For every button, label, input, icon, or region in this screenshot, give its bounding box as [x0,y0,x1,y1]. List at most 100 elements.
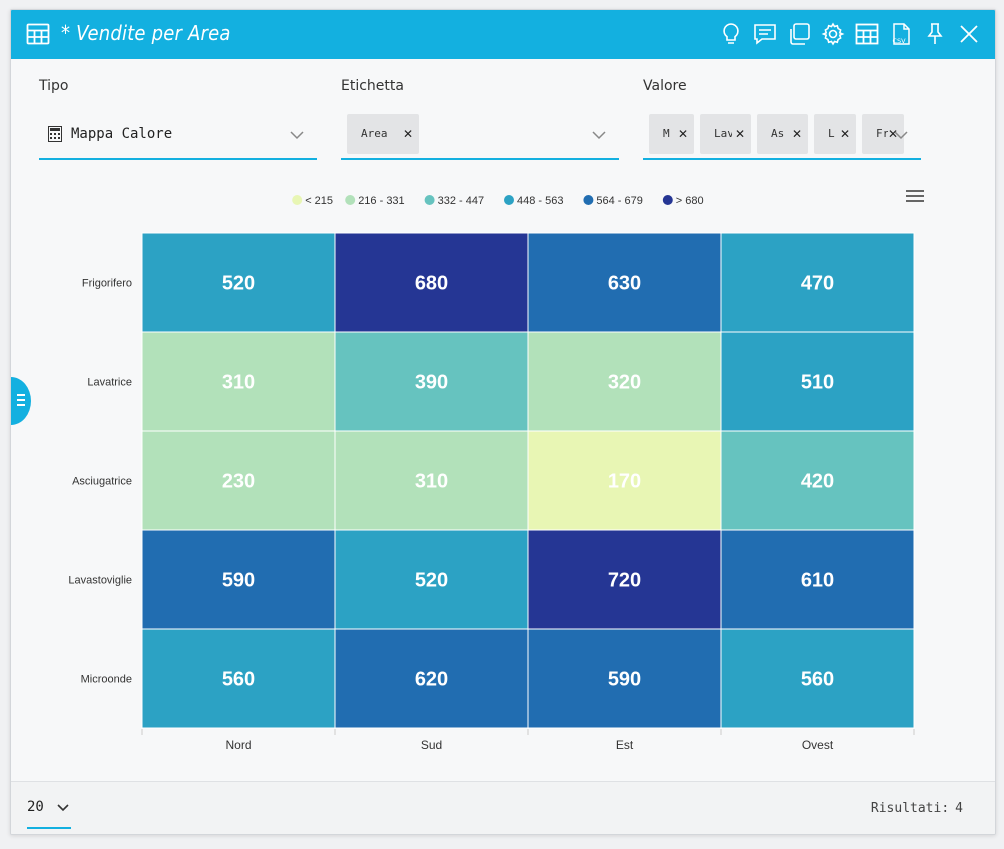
heatmap-cell [720,628,915,729]
chip-remove-icon[interactable]: ✕ [677,127,688,141]
csv-label: CSV [893,37,907,45]
pin-icon[interactable] [923,20,947,48]
chip-remove-icon[interactable]: ✕ [887,127,898,141]
heatmap-chart: < 215 216 - 331 332 - 447 448 - 563 564 - 67… [68,195,915,752]
heatmap-cell [527,232,722,333]
heatmap-cell [334,430,529,531]
heatmap-cell [141,628,336,729]
heatmap-cell [334,628,529,729]
chip-remove-icon[interactable]: ✕ [839,127,850,141]
y-tick-label: Lavastoviglie [68,575,132,587]
cell-value-label: 590 [222,570,255,592]
heatmap-cell [527,430,722,531]
side-panel-toggle[interactable] [11,377,31,425]
chip-label: Area [361,127,388,140]
heatmap-cell [334,331,529,432]
chevron-down-icon [592,131,606,140]
cell-value-label: 310 [415,471,448,493]
chevron-down-icon [57,804,69,812]
valore-label: Valore [643,78,687,94]
cell-value-label: 170 [608,471,641,493]
cell-value-label: 390 [415,372,448,394]
etichetta-select[interactable]: Area ✕ [341,112,619,160]
results-count: Risultati: 4 [871,801,963,816]
cell-value-label: 590 [608,669,641,691]
cell-value-label: 560 [801,669,834,691]
legend-swatch [662,195,673,205]
chart-menu-icon[interactable] [906,190,924,204]
comment-icon[interactable] [753,20,777,48]
cell-value-label: 310 [222,372,255,394]
cell-value-label: 320 [608,372,641,394]
cell-value-label: 610 [801,570,834,592]
legend-swatch [424,195,435,205]
heatmap-cell [527,331,722,432]
legend-label: < 215 [305,195,333,207]
cell-value-label: 520 [415,570,448,592]
legend-swatch [345,195,356,205]
cell-value-label: 680 [415,273,448,295]
legend-label: 564 - 679 [596,195,642,207]
heatmap-cell [141,529,336,630]
heatmap-cell [141,331,336,432]
heatmap-cell [720,430,915,531]
legend-label: 216 - 331 [358,195,404,207]
cell-value-label: 560 [222,669,255,691]
x-tick-label: Est [616,738,634,752]
gear-icon[interactable] [821,20,845,48]
heatmap-cell [527,628,722,729]
valore-select[interactable]: M ✕ Lav ✕ As ✕ L ✕ Fr ✕ [643,112,921,160]
cell-value-label: 470 [801,273,834,295]
chip-value: As ✕ [757,114,808,154]
etichetta-label: Etichetta [341,78,404,94]
chip-label: L [828,127,835,140]
chart-window: * Vendite per Area CSV [10,9,996,835]
x-tick-label: Sud [421,738,442,752]
y-tick-label: Microonde [81,674,132,686]
results-value: 4 [955,801,963,816]
chip-remove-icon[interactable]: ✕ [791,127,802,141]
chip-label: M [663,127,670,140]
chip-label: Lav [714,127,732,140]
page-size-select[interactable]: 20 [27,799,71,829]
cell-value-label: 720 [608,570,641,592]
y-tick-label: Lavatrice [87,377,132,389]
csv-icon[interactable]: CSV [889,20,913,48]
tipo-label: Tipo [39,78,69,94]
tipo-select[interactable]: Mappa Calore [39,112,317,160]
cell-value-label: 510 [801,372,834,394]
heatmap-cell [720,331,915,432]
cell-value-label: 420 [801,471,834,493]
legend-label: > 680 [676,195,704,207]
chevron-down-icon [290,131,304,140]
close-icon[interactable] [957,20,981,48]
chip-value: L ✕ [814,114,856,154]
chip-value: M ✕ [649,114,694,154]
chip-value: Lav ✕ [700,114,751,154]
duplicate-icon[interactable] [787,20,811,48]
legend-label: 448 - 563 [517,195,563,207]
chip-remove-icon[interactable]: ✕ [734,127,745,141]
heatmap-cell [141,430,336,531]
heatmap-cell [334,529,529,630]
results-label: Risultati: [870,801,950,816]
chip-remove-icon[interactable]: ✕ [402,127,413,141]
chip-label: Fr [876,127,888,140]
calculator-icon [48,126,62,142]
y-tick-label: Frigorifero [82,278,132,290]
window-title: * Vendite per Area [61,21,231,45]
x-tick-label: Nord [225,738,251,752]
table-view-icon[interactable] [855,20,879,48]
heatmap-cell [334,232,529,333]
y-tick-label: Asciugatrice [72,476,132,488]
cell-value-label: 520 [222,273,255,295]
lightbulb-icon[interactable] [719,20,743,48]
footer: 20 Risultati: 4 [11,781,995,834]
cell-value-label: 230 [222,471,255,493]
legend-label: 332 - 447 [438,195,484,207]
title-bar: * Vendite per Area CSV [11,10,995,59]
table-icon [26,23,50,45]
legend-swatch [292,195,303,205]
tipo-value: Mappa Calore [71,126,173,142]
chip-label: As [771,127,785,140]
